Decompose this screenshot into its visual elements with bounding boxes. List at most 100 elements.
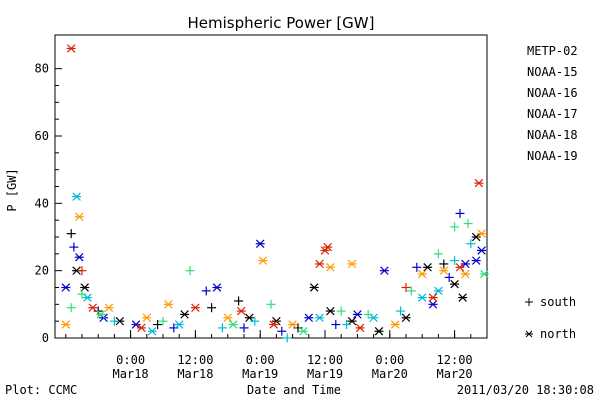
- data-point-north: [223, 313, 233, 323]
- data-point-south: [239, 323, 249, 333]
- x-tick-label-time: 0:00: [246, 353, 275, 367]
- data-point-north: [471, 256, 481, 265]
- y-axis-label: P [GW]: [5, 168, 19, 211]
- data-point-south: [185, 266, 195, 276]
- data-point-south: [153, 320, 163, 330]
- data-point-north: [390, 320, 400, 329]
- legend-entry: NOAA-18: [527, 128, 578, 142]
- plot-credit: Plot: CCMC: [5, 383, 77, 397]
- data-point-south: [66, 303, 76, 313]
- data-point-north: [401, 313, 411, 323]
- data-point-north: [74, 252, 84, 262]
- data-point-south: [234, 296, 244, 306]
- data-point-north: [131, 320, 141, 329]
- plot-frame: [54, 34, 488, 339]
- data-point-north: [96, 310, 106, 319]
- legend-entry: METP-02: [527, 44, 578, 58]
- data-point-north: [174, 320, 184, 329]
- x-tick-label-date: Mar18: [177, 367, 213, 381]
- data-point-south: [406, 286, 416, 296]
- data-point-north: [355, 323, 365, 333]
- data-point-north: [352, 310, 362, 319]
- data-point-north: [428, 293, 438, 302]
- data-point-south: [363, 309, 373, 319]
- data-point-north: [72, 192, 82, 201]
- data-point-north: [325, 263, 335, 272]
- data-point-south: [69, 242, 79, 252]
- data-point-south: [77, 266, 87, 276]
- data-point-north: [258, 256, 268, 265]
- data-point-north: [450, 279, 460, 289]
- data-point-north: [369, 313, 379, 323]
- marker-legend-label: south: [540, 295, 576, 309]
- x-tick-label-date: Mar18: [113, 367, 149, 381]
- data-point-north: [298, 327, 308, 336]
- data-point-south: [466, 239, 476, 249]
- data-point-north: [269, 320, 279, 329]
- data-point-north: [315, 313, 325, 323]
- data-points: [61, 44, 489, 343]
- data-point-south: [439, 259, 449, 269]
- data-point-south: [293, 323, 303, 333]
- data-point-north: [88, 303, 98, 312]
- legend-entry: NOAA-19: [527, 149, 578, 163]
- data-point-south: [463, 219, 473, 229]
- data-point-north: [417, 269, 427, 279]
- data-point-north: [163, 300, 173, 309]
- data-point-north: [474, 178, 484, 188]
- data-point-north: [417, 293, 427, 302]
- data-point-south: [250, 316, 260, 326]
- x-axis: 0:00Mar1812:00Mar180:00Mar1912:00Mar190:…: [65, 330, 488, 381]
- x-tick-label-date: Mar19: [242, 367, 278, 381]
- legend-entry: NOAA-16: [527, 86, 578, 100]
- data-point-north: [455, 263, 465, 272]
- data-point-north: [236, 306, 246, 316]
- x-tick-label-time: 12:00: [177, 353, 213, 367]
- data-point-south: [282, 333, 292, 343]
- data-point-north: [147, 327, 157, 336]
- data-point-south: [450, 222, 460, 232]
- data-point-south: [342, 320, 352, 330]
- legend-entry: NOAA-15: [527, 65, 578, 79]
- data-point-north: [477, 229, 487, 238]
- y-tick-label: 0: [42, 331, 49, 345]
- data-point-north: [347, 316, 357, 326]
- data-point-south: [207, 303, 217, 313]
- data-point-south: [444, 272, 454, 282]
- data-point-north: [471, 232, 481, 242]
- data-point-south: [169, 323, 179, 333]
- y-tick-label: 20: [35, 264, 49, 278]
- data-point-north: [315, 259, 325, 269]
- data-point-north: [212, 283, 222, 292]
- data-point-north: [433, 286, 443, 296]
- data-point-north: [374, 327, 384, 336]
- data-point-north: [325, 306, 335, 316]
- data-point-south: [396, 306, 406, 316]
- data-point-north: [190, 303, 200, 312]
- data-point-south: [331, 320, 341, 330]
- data-point-south: [450, 256, 460, 266]
- data-point-north: [244, 313, 254, 323]
- data-point-south: [66, 229, 76, 239]
- marker-legend: south north: [525, 295, 576, 341]
- x-axis-label: Date and Time: [247, 383, 341, 397]
- data-point-north: [439, 266, 449, 275]
- data-point-south: [277, 326, 287, 336]
- data-point-south: [266, 299, 276, 309]
- data-point-north: [66, 44, 76, 53]
- y-tick-label: 80: [35, 62, 49, 76]
- data-point-south: [217, 323, 227, 333]
- data-point-south: [158, 316, 168, 326]
- x-tick-label-time: 0:00: [116, 353, 145, 367]
- data-point-north: [288, 320, 298, 329]
- data-point-north: [458, 293, 468, 302]
- data-point-north: [323, 242, 333, 252]
- data-point-north: [104, 303, 114, 312]
- chart-title: Hemispheric Power [GW]: [188, 14, 375, 32]
- x-tick-label-date: Mar19: [307, 367, 343, 381]
- x-tick-label-time: 12:00: [307, 353, 343, 367]
- data-point-north: [428, 300, 438, 309]
- y-tick-label: 40: [35, 196, 49, 210]
- data-point-south: [412, 262, 422, 272]
